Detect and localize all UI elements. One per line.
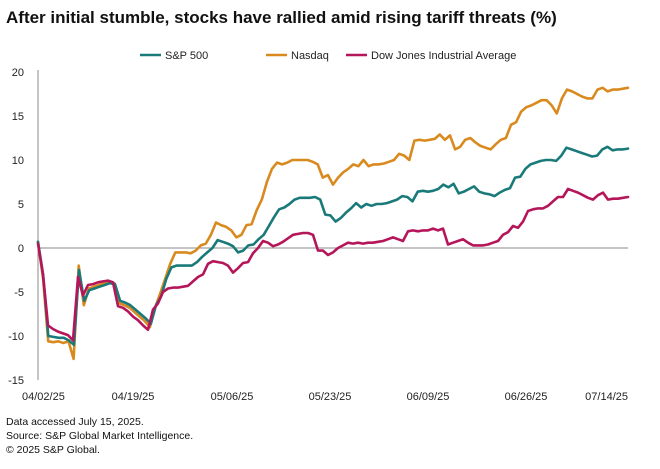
y-tick-label: 0 <box>18 243 24 255</box>
x-tick-label: 07/14/25 <box>585 391 628 403</box>
series-line-dow-jones-industrial-average <box>36 187 630 342</box>
chart-footer: Data accessed July 15, 2025. Source: S&P… <box>6 415 193 457</box>
y-tick-label: 10 <box>12 155 24 167</box>
x-tick-label: 04/02/25 <box>22 391 65 403</box>
x-tick-label: 06/26/25 <box>505 391 548 403</box>
y-axis: 20 15 10 5 0 -5 -10 -15 <box>8 67 24 387</box>
x-tick-label: 05/23/25 <box>309 391 352 403</box>
footer-copyright: © 2025 S&P Global. <box>6 444 100 456</box>
footer-data-accessed: Data accessed July 15, 2025. <box>6 416 144 428</box>
y-tick-label: -5 <box>14 287 24 299</box>
x-tick-label: 05/06/25 <box>211 391 254 403</box>
legend: S&P 500 Nasdaq Dow Jones Industrial Averag… <box>140 50 516 62</box>
footer-source: Source: S&P Global Market Intelligence. <box>6 430 194 442</box>
legend-label: Nasdaq <box>291 50 329 62</box>
y-tick-label: -10 <box>8 331 24 343</box>
x-tick-label: 04/19/25 <box>112 391 155 403</box>
series-line-s-p-500 <box>36 145 630 347</box>
y-tick-label: -15 <box>8 375 24 387</box>
x-axis: 04/02/25 04/19/25 05/06/25 05/23/25 06/09/25… <box>22 391 628 403</box>
x-tick-label: 06/09/25 <box>407 391 450 403</box>
series-line-nasdaq <box>36 86 630 361</box>
legend-label: Dow Jones Industrial Average <box>371 50 516 62</box>
legend-label: S&P 500 <box>165 50 208 62</box>
y-tick-label: 15 <box>12 111 24 123</box>
chart-title: After initial stumble, stocks have ralli… <box>6 8 557 27</box>
series-lines <box>36 86 630 361</box>
y-tick-label: 20 <box>12 67 24 79</box>
y-tick-label: 5 <box>18 199 24 211</box>
